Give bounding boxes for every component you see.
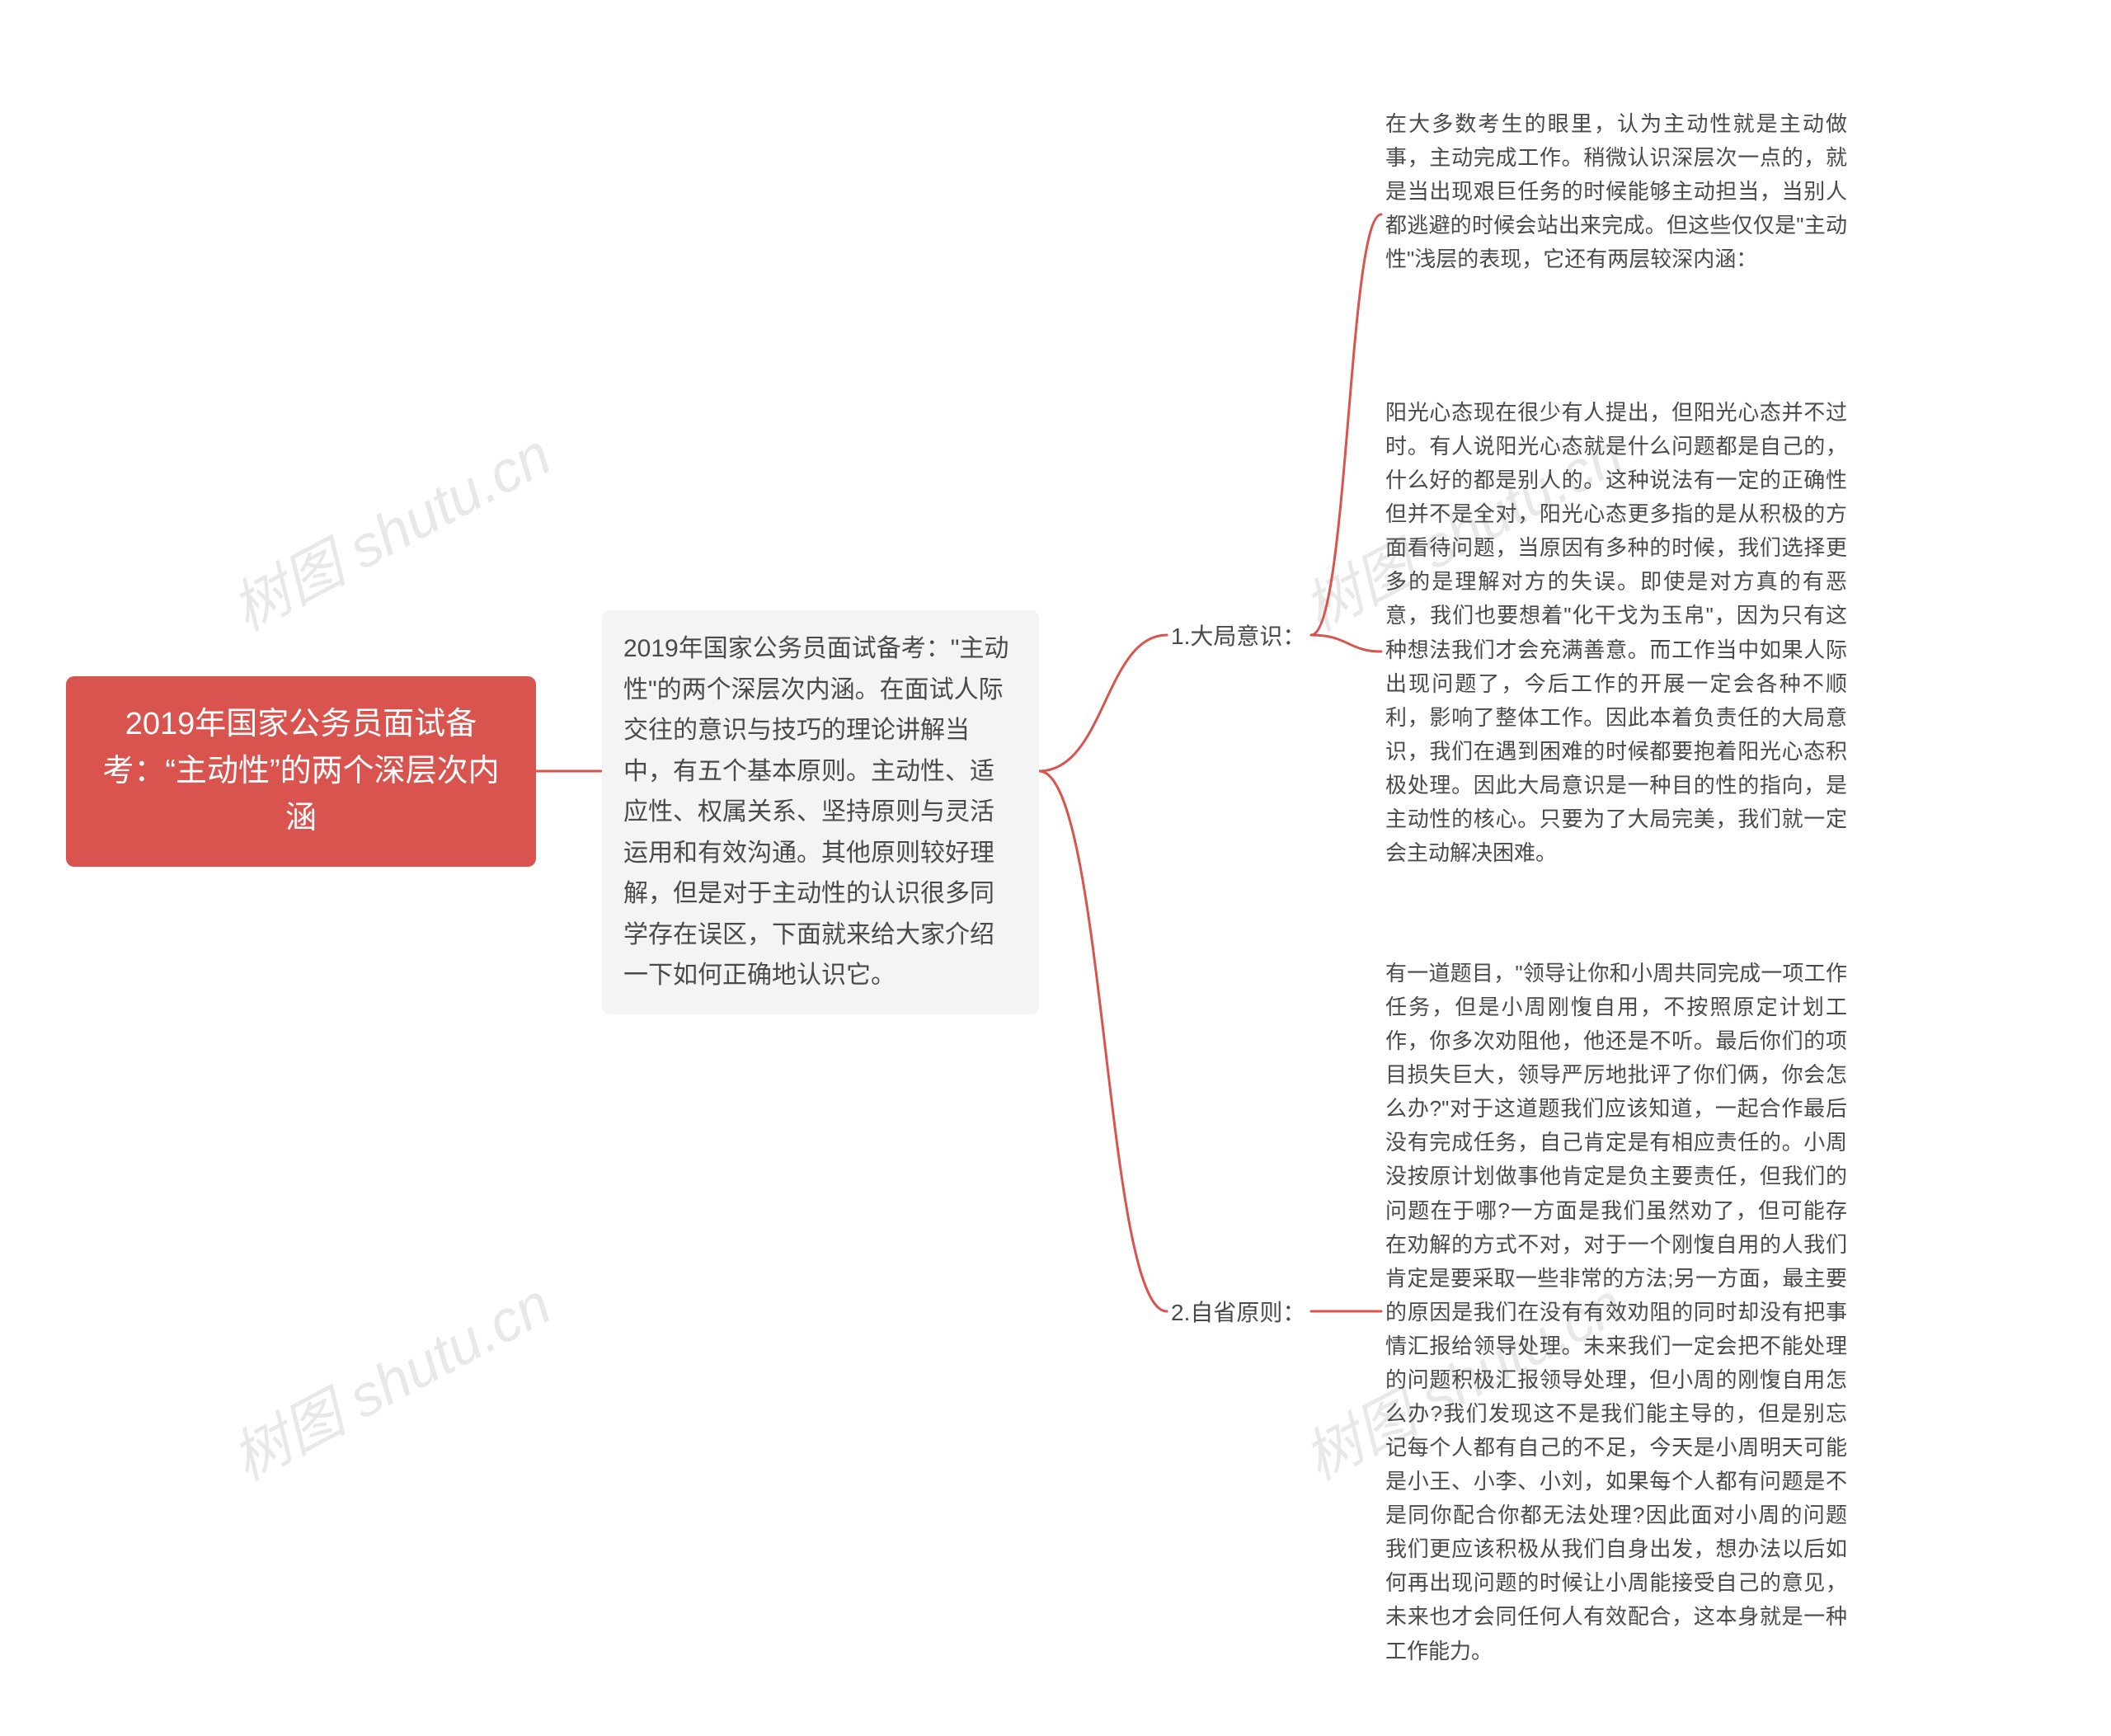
leaf-2a: 有一道题目，"领导让你和小周共同完成一项工作任务，但是小周刚愎自用，不按照原定计… [1385,957,1847,1668]
root-node: 2019年国家公务员面试备考：“主动性”的两个深层次内涵 [66,676,536,867]
branch-label-2: 2.自省原则： [1171,1295,1305,1328]
leaf-1a: 在大多数考生的眼里，认为主动性就是主动做事，主动完成工作。稍微认识深层次一点的，… [1385,107,1847,276]
watermark: 树图 shutu.cn [215,409,563,647]
branch-label-1: 1.大局意识： [1171,619,1305,652]
intro-node: 2019年国家公务员面试备考："主动性"的两个深层次内涵。在面试人际交往的意识与… [602,610,1039,1014]
watermark: 树图 shutu.cn [215,1258,563,1496]
leaf-1b: 阳光心态现在很少有人提出，但阳光心态并不过时。有人说阳光心态就是什么问题都是自己… [1385,396,1847,870]
mindmap-canvas: 树图 shutu.cn 树图 shutu.cn 树图 shutu.cn 树图 s… [0,0,2111,1736]
